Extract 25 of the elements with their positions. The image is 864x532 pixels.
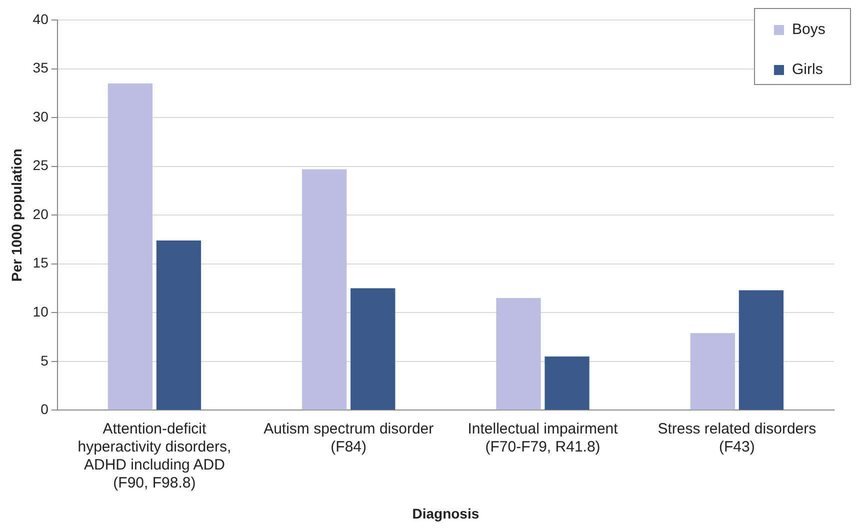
x-axis-title: Diagnosis bbox=[412, 505, 480, 522]
y-tick-label: 25 bbox=[32, 157, 49, 174]
bar bbox=[156, 240, 202, 410]
x-tick-label: Attention-deficit hyperactivity disorders, ADHD including ADD (F90, F98.8) bbox=[78, 420, 232, 492]
x-tick-label: Autism spectrum disorder (F84) bbox=[264, 420, 434, 456]
y-tick-label: 0 bbox=[40, 401, 49, 418]
bar bbox=[108, 83, 153, 410]
legend-label: Girls bbox=[792, 61, 823, 78]
y-tick-label: 15 bbox=[32, 254, 49, 271]
x-tick-label: Stress related disorders (F43) bbox=[658, 420, 816, 456]
bar bbox=[302, 169, 347, 410]
x-tick-label: Intellectual impairment (F70-F79, R41.8) bbox=[468, 420, 619, 456]
bar bbox=[544, 356, 590, 410]
bar bbox=[738, 290, 784, 410]
y-tick-label: 40 bbox=[32, 10, 49, 27]
bar bbox=[690, 333, 735, 410]
y-tick-label: 10 bbox=[32, 304, 49, 320]
y-tick-label: 5 bbox=[40, 352, 49, 368]
bar bbox=[350, 288, 396, 410]
y-tick-label: 20 bbox=[32, 206, 49, 222]
y-axis-title: Per 1000 population bbox=[8, 148, 24, 282]
bar bbox=[496, 298, 541, 410]
y-tick-label: 35 bbox=[32, 60, 49, 76]
y-tick-label: 30 bbox=[32, 108, 49, 124]
legend-label: Boys bbox=[792, 21, 826, 38]
